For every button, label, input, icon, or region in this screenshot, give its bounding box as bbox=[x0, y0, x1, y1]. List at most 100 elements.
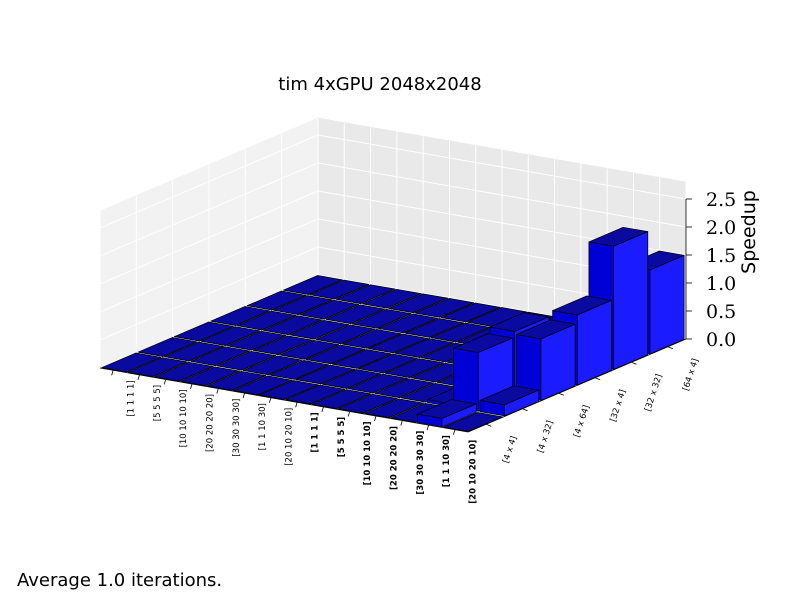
x-tick-mark bbox=[400, 420, 403, 426]
bar-top-face bbox=[210, 306, 271, 326]
bar-top-face bbox=[305, 344, 366, 365]
bar-top-face bbox=[137, 337, 198, 357]
bar bbox=[299, 299, 359, 320]
bar-top-face bbox=[378, 313, 438, 334]
bar bbox=[311, 389, 372, 409]
y-tick-mark bbox=[631, 361, 637, 365]
bar bbox=[232, 375, 293, 396]
bar-top-face bbox=[263, 315, 323, 335]
x-tick-label: [20 20 20 20] bbox=[206, 394, 216, 452]
bar bbox=[127, 357, 188, 377]
bar bbox=[378, 313, 438, 334]
bar bbox=[236, 310, 297, 331]
bar-top-face bbox=[315, 324, 376, 345]
x-tick-mark bbox=[216, 388, 219, 394]
x-tick-label: [1 1 1 1] bbox=[311, 412, 321, 452]
bar-top-face bbox=[467, 307, 527, 327]
bar-top-face bbox=[190, 346, 250, 366]
bar-top-face bbox=[368, 333, 428, 354]
grid-line bbox=[99, 274, 319, 369]
bar bbox=[305, 344, 366, 365]
bar-top-face bbox=[338, 393, 398, 414]
bar-top-face bbox=[331, 349, 392, 369]
bar-top-face bbox=[236, 310, 297, 331]
x-tick-label: [10 10 10 10] bbox=[179, 389, 189, 447]
bar bbox=[253, 335, 313, 356]
bar bbox=[283, 275, 343, 295]
bar bbox=[309, 279, 370, 300]
x-tick-mark bbox=[347, 411, 351, 417]
bar-top-face bbox=[127, 357, 188, 377]
z-tick-label: 0.0 bbox=[706, 329, 736, 351]
bar-top-face bbox=[200, 326, 261, 346]
x-tick-label: [20 20 20 20] bbox=[390, 426, 400, 490]
bar bbox=[273, 295, 333, 315]
z-tick-label: 2.5 bbox=[706, 189, 736, 211]
bar bbox=[246, 290, 307, 311]
bar-top-face bbox=[364, 398, 424, 418]
x-tick-label: [30 30 30 30] bbox=[232, 399, 242, 457]
bar-top-face bbox=[285, 384, 346, 405]
bar-top-face bbox=[154, 361, 214, 382]
bar bbox=[174, 321, 234, 342]
x-tick-mark bbox=[111, 370, 114, 376]
bar bbox=[414, 298, 475, 318]
bar-top-face bbox=[180, 366, 240, 386]
y-axis-line bbox=[467, 338, 687, 433]
bar-top-face bbox=[232, 375, 293, 396]
bar bbox=[259, 380, 319, 400]
bar bbox=[263, 315, 323, 335]
z-tick-label: 2.0 bbox=[706, 217, 736, 239]
bar-top-face bbox=[295, 364, 356, 385]
bar-top-face bbox=[348, 373, 408, 394]
bar bbox=[315, 324, 376, 345]
bar-top-face bbox=[259, 380, 319, 400]
grid-line bbox=[99, 190, 319, 285]
x-tick-label: [1 1 10 30] bbox=[442, 435, 452, 487]
y-tick-mark bbox=[595, 377, 601, 381]
bar-top-face bbox=[440, 302, 501, 323]
bar-top-face bbox=[101, 352, 162, 373]
bar bbox=[515, 319, 576, 401]
bar bbox=[388, 293, 448, 314]
x-tick-label: [1 1 1 1] bbox=[127, 380, 137, 416]
bar-top-face bbox=[299, 299, 359, 320]
bar bbox=[279, 339, 339, 360]
bar bbox=[362, 288, 422, 309]
grid-line bbox=[99, 134, 319, 229]
y-tick-label: [4 x 4] bbox=[501, 435, 519, 465]
bar-top-face bbox=[358, 353, 418, 374]
x-axis-line bbox=[99, 367, 469, 433]
bars bbox=[101, 226, 685, 432]
bar-top-face bbox=[325, 304, 386, 324]
bar bbox=[331, 349, 392, 369]
bar bbox=[285, 384, 346, 405]
z-tick-label: 1.5 bbox=[706, 245, 736, 267]
y-tick-mark bbox=[667, 346, 673, 350]
bar bbox=[384, 358, 445, 378]
x-tick-label: [5 5 5 5] bbox=[153, 385, 163, 421]
bar-top-face bbox=[269, 360, 329, 380]
bar bbox=[338, 393, 398, 414]
grid-line bbox=[99, 246, 319, 341]
bar bbox=[243, 355, 303, 376]
grid-line bbox=[317, 134, 687, 200]
z-axis-ticks: 0.0 0.5 1.0 1.5 2.0 2.5 bbox=[685, 189, 736, 351]
bar-top-face bbox=[352, 308, 412, 329]
bar-side-face bbox=[613, 231, 649, 370]
bar bbox=[430, 322, 491, 343]
x-tick-mark bbox=[190, 383, 193, 390]
bar-top-face bbox=[226, 330, 287, 351]
grid-line bbox=[99, 162, 319, 257]
bar-top-face bbox=[374, 378, 434, 398]
z-axis-label: Speedup bbox=[738, 190, 760, 274]
bar bbox=[352, 308, 412, 329]
x-tick-label: [10 10 10 10] bbox=[363, 421, 373, 485]
bar bbox=[364, 398, 424, 419]
bar-side-face bbox=[649, 254, 685, 355]
x-tick-mark bbox=[452, 429, 456, 435]
bar bbox=[335, 284, 396, 304]
bar bbox=[368, 333, 428, 354]
y-tick-mark bbox=[486, 423, 492, 427]
bar bbox=[190, 346, 250, 366]
